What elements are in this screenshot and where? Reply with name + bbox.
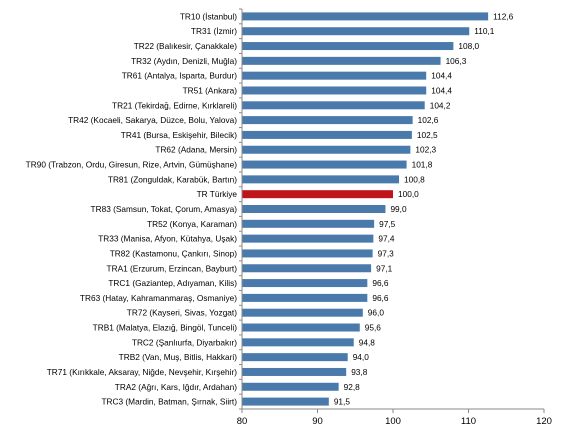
- bar: [242, 249, 373, 258]
- category-label: TR62 (Adana, Mersin): [155, 145, 237, 155]
- bar: [242, 353, 348, 362]
- value-label: 96,0: [368, 308, 385, 318]
- value-label: 100,8: [404, 174, 425, 184]
- bar: [242, 145, 411, 154]
- value-label: 97,3: [378, 248, 395, 258]
- x-tick-label: 80: [237, 416, 248, 427]
- bar: [242, 279, 368, 288]
- category-label: TR21 (Tekirdağ, Edirne, Kırklareli): [112, 100, 237, 110]
- value-label: 108,0: [458, 41, 479, 51]
- value-label: 104,4: [431, 85, 452, 95]
- value-label: 91,5: [334, 397, 351, 407]
- category-label: TR61 (Antalya, Isparta, Burdur): [122, 71, 238, 81]
- category-label: TRC2 (Şanlıurfa, Diyarbakır): [132, 337, 237, 347]
- category-label: TRB1 (Malatya, Elazığ, Bingöl, Tunceli): [93, 323, 238, 333]
- category-label: TR Türkiye: [197, 189, 238, 199]
- value-label: 97,4: [378, 234, 395, 244]
- value-label: 102,3: [415, 145, 436, 155]
- bar: [242, 190, 393, 199]
- category-label: TR22 (Balıkesir, Çanakkale): [134, 41, 238, 51]
- value-label: 96,6: [372, 293, 389, 303]
- x-tick-label: 100: [385, 416, 401, 427]
- value-label: 97,5: [379, 219, 396, 229]
- bar: [242, 101, 425, 110]
- bar: [242, 130, 412, 139]
- value-label: 101,8: [412, 160, 433, 170]
- category-label: TR31 (İzmir): [191, 26, 237, 36]
- bar: [242, 382, 339, 391]
- x-tick-label: 120: [536, 416, 552, 427]
- value-label: 96,6: [372, 278, 389, 288]
- category-label: TR83 (Samsun, Tokat, Çorum, Amasya): [91, 204, 238, 214]
- bar: [242, 338, 354, 347]
- category-label: TRA2 (Ağrı, Kars, Iğdır, Ardahan): [115, 382, 237, 392]
- category-label: TR42 (Kocaeli, Sakarya, Düzce, Bolu, Yal…: [68, 115, 237, 125]
- bar: [242, 205, 386, 213]
- value-label: 93,8: [351, 367, 368, 377]
- bar: [242, 71, 427, 80]
- value-label: 104,2: [430, 100, 451, 110]
- category-label: TRA1 (Erzurum, Erzincan, Bayburt): [107, 263, 238, 273]
- value-label: 97,1: [376, 263, 393, 273]
- category-label: TR32 (Aydın, Denizli, Muğla): [131, 56, 237, 66]
- labels-layer: TR10 (İstanbul) 112,6 TR31 (İzmir) 110,1 TR2…: [26, 11, 552, 427]
- category-label: TR63 (Hatay, Kahramanmaraş, Osmaniye): [80, 293, 237, 303]
- category-label: TRC1 (Gaziantep, Adıyaman, Kilis): [108, 278, 237, 288]
- x-tick-label: 90: [312, 416, 323, 427]
- x-tick-label: 110: [461, 416, 476, 427]
- category-label: TR71 (Kırıkkale, Aksaray, Niğde, Nevşehi…: [47, 367, 238, 377]
- value-label: 94,8: [359, 337, 376, 347]
- category-label: TR72 (Kayseri, Sivas, Yozgat): [127, 308, 237, 318]
- bar: [242, 323, 360, 332]
- value-label: 104,4: [431, 71, 452, 81]
- value-label: 112,6: [493, 11, 514, 21]
- bar: [242, 160, 407, 169]
- bar: [242, 116, 413, 125]
- bar: [242, 264, 372, 273]
- category-label: TR52 (Konya, Karaman): [147, 219, 237, 229]
- category-label: TRB2 (Van, Muş, Bitlis, Hakkari): [119, 352, 238, 362]
- value-label: 102,6: [418, 115, 439, 125]
- category-label: TR10 (İstanbul): [180, 11, 237, 21]
- bar: [242, 293, 368, 302]
- bars-layer: [242, 12, 489, 406]
- value-label: 99,0: [390, 204, 407, 214]
- category-label: TR33 (Manisa, Afyon, Kütahya, Uşak): [98, 234, 237, 244]
- bar: [242, 219, 375, 228]
- value-label: 100,0: [398, 189, 419, 199]
- value-label: 92,8: [344, 382, 361, 392]
- value-label: 94,0: [353, 352, 370, 362]
- value-label: 95,6: [365, 323, 382, 333]
- value-label: 102,5: [417, 130, 438, 140]
- bar: [242, 27, 470, 36]
- bar: [242, 367, 347, 376]
- value-label: 110,1: [474, 26, 495, 36]
- bar: [242, 42, 454, 51]
- bar: [242, 56, 441, 65]
- bar: [242, 308, 363, 317]
- bar: [242, 234, 374, 243]
- category-label: TR41 (Bursa, Eskişehir, Bilecik): [121, 130, 237, 140]
- category-label: TR82 (Kastamonu, Çankırı, Sinop): [110, 248, 238, 258]
- bar: [242, 12, 489, 21]
- bar: [242, 86, 427, 95]
- category-label: TR90 (Trabzon, Ordu, Giresun, Rize, Artv…: [26, 160, 238, 170]
- bar: [242, 175, 400, 184]
- category-label: TR51 (Ankara): [183, 85, 238, 95]
- category-label: TRC3 (Mardin, Batman, Şırnak, Siirt): [101, 397, 237, 407]
- category-label: TR81 (Zonguldak, Karabük, Bartın): [108, 174, 237, 184]
- axes: [239, 8, 545, 413]
- value-label: 106,3: [446, 56, 467, 66]
- bar: [242, 397, 329, 406]
